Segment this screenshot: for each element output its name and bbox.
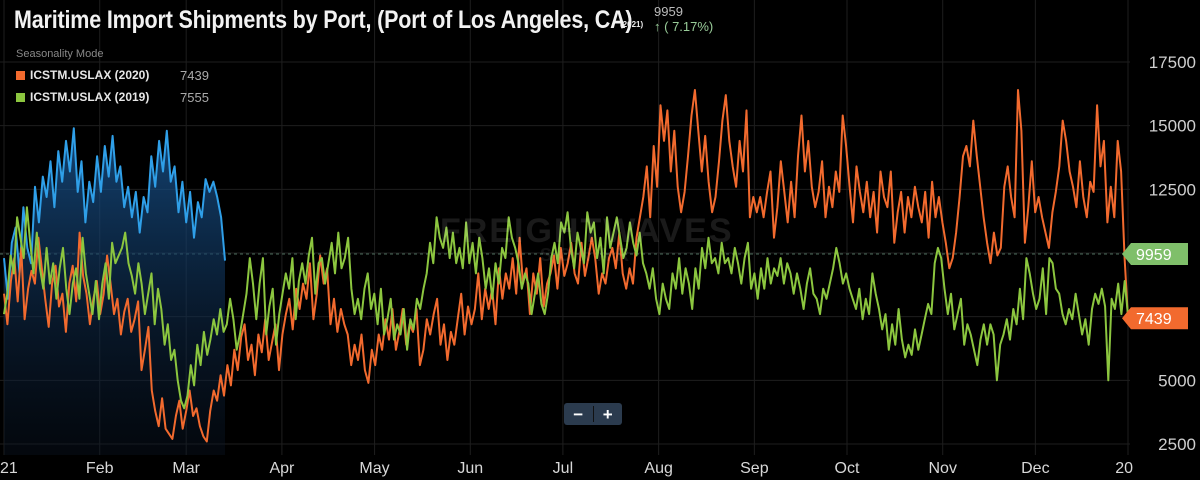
watermark: FREIGHTWAVES: [440, 212, 734, 250]
x-tick-label: Feb: [86, 460, 114, 477]
legend-item[interactable]: ICSTM.USLAX (2020) 7439: [16, 64, 209, 86]
change-percent: ( 7.17%): [664, 19, 714, 34]
x-tick-label: 21: [0, 460, 18, 477]
legend-swatch-2019: [16, 92, 25, 102]
badge-2021-shape: [1122, 243, 1188, 266]
seasonality-mode-label: Seasonality Mode: [16, 48, 104, 60]
legend-swatch-2020: [16, 70, 25, 80]
chart-title: Maritime Import Shipments by Port, (Port…: [14, 6, 633, 34]
x-tick-label: Mar: [172, 460, 200, 477]
x-tick-label: Apr: [269, 460, 295, 477]
x-tick-label: Sep: [740, 460, 769, 477]
zoom-in-button[interactable]: +: [602, 404, 613, 424]
watermark-subtext: SONAR: [540, 245, 636, 265]
badge-2020-label: 7439: [1136, 311, 1172, 328]
x-tick-label: 20: [1115, 460, 1133, 477]
x-tick-label: Oct: [835, 460, 860, 477]
y-tick-label: 5000: [1158, 371, 1196, 390]
title-suffix: (2021): [620, 20, 644, 29]
x-tick-label: Jun: [457, 460, 483, 477]
x-tick-label: Aug: [644, 460, 672, 477]
series-line-2020: [3, 89, 1129, 443]
zoom-out-button[interactable]: −: [573, 404, 584, 424]
x-axis: 21 Feb Mar Apr May Jun Jul Aug Sep Oct Nov Dec 20: [0, 460, 1133, 477]
series-group: [3, 89, 1129, 455]
legend-name: ICSTM.USLAX (2019): [30, 90, 150, 104]
legend-name: ICSTM.USLAX (2020): [30, 68, 150, 82]
title-block: Maritime Import Shipments by Port, (Port…: [14, 6, 733, 35]
y-tick-label: 12500: [1149, 180, 1196, 199]
x-tick-label: Nov: [928, 460, 956, 477]
legend-value: 7439: [180, 67, 209, 83]
legend-value: 7555: [180, 89, 209, 105]
series-line-2021: [3, 127, 226, 300]
change-row: ↑ ( 7.17%): [654, 19, 713, 34]
title-value-block: 9959 ↑ ( 7.17%): [654, 4, 713, 34]
last-value-badges: 9959 7439: [1122, 243, 1188, 330]
current-value: 9959: [654, 4, 683, 19]
badge-2020: 7439: [1122, 307, 1188, 330]
y-tick-label: 2500: [1158, 435, 1196, 454]
legend: Seasonality Mode ICSTM.USLAX (2020) 7439…: [16, 48, 209, 108]
x-tick-label: May: [359, 460, 389, 477]
y-tick-label: 15000: [1149, 117, 1196, 136]
chart-grid: [0, 0, 1130, 455]
badge-2021-label: 9959: [1136, 247, 1172, 264]
up-arrow-icon: ↑: [654, 19, 661, 34]
zoom-control: − +: [564, 403, 622, 425]
x-tick-label: Dec: [1021, 460, 1049, 477]
badge-2020-shape: [1122, 307, 1188, 330]
y-tick-label: 17500: [1149, 53, 1196, 72]
series-line-2019: [3, 206, 1129, 410]
zoom-separator: [592, 406, 594, 422]
x-tick-label: Jul: [553, 460, 573, 477]
series-area-2021: [4, 128, 225, 455]
badge-2021: 9959: [1122, 243, 1188, 266]
legend-item[interactable]: ICSTM.USLAX (2019) 7555: [16, 86, 209, 108]
y-axis: 2500 5000 12500 15000 17500: [1149, 53, 1196, 454]
